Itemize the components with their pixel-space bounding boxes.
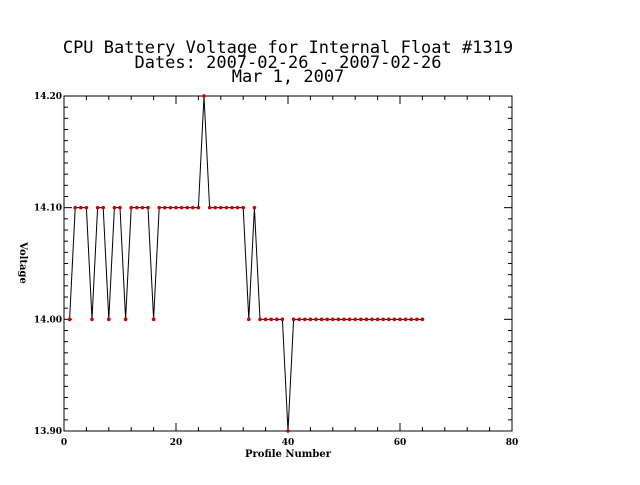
data-point bbox=[84, 205, 89, 210]
data-point bbox=[409, 317, 414, 322]
data-point bbox=[275, 317, 279, 322]
data-point bbox=[67, 317, 72, 322]
y-tick-label: 14.10 bbox=[34, 204, 62, 214]
data-point bbox=[179, 205, 184, 210]
chart-title-line-2: Dates: 2007-02-26 - 2007-02-26 bbox=[134, 53, 441, 73]
axes: 0 20 40 60 80 13.90 14.00 14.10 14.20 bbox=[34, 92, 518, 448]
data-point bbox=[403, 317, 408, 322]
data-point bbox=[235, 205, 240, 210]
data-point bbox=[280, 317, 285, 322]
series-line bbox=[69, 95, 423, 432]
data-point bbox=[314, 317, 318, 322]
data-point bbox=[359, 317, 363, 322]
data-point bbox=[90, 317, 94, 322]
data-point bbox=[325, 317, 330, 322]
data-point bbox=[129, 205, 133, 210]
data-point bbox=[319, 317, 324, 322]
chart-title-line-1: CPU Battery Voltage for Internal Float #… bbox=[63, 38, 513, 58]
data-point bbox=[207, 205, 212, 210]
x-tick-label: 60 bbox=[394, 438, 407, 448]
data-point bbox=[196, 205, 201, 210]
data-point bbox=[95, 205, 100, 210]
data-point bbox=[420, 317, 425, 322]
y-tick-label: 14.00 bbox=[34, 315, 62, 325]
plot-frame bbox=[63, 95, 513, 432]
data-point bbox=[347, 317, 352, 322]
data-point bbox=[331, 317, 335, 322]
data-point bbox=[163, 205, 167, 210]
data-point bbox=[364, 317, 369, 322]
data-point bbox=[168, 205, 173, 210]
data-point bbox=[185, 205, 189, 210]
data-point bbox=[415, 317, 419, 322]
data-point bbox=[123, 317, 128, 322]
data-point bbox=[387, 317, 391, 322]
data-point bbox=[342, 317, 346, 322]
data-point bbox=[191, 205, 195, 210]
x-tick-label: 40 bbox=[282, 438, 295, 448]
data-point bbox=[286, 429, 290, 433]
y-tick-label: 14.20 bbox=[34, 92, 62, 102]
y-axis-label: Voltage bbox=[17, 241, 28, 284]
data-point bbox=[241, 205, 245, 210]
data-point bbox=[269, 317, 274, 322]
data-point bbox=[151, 317, 156, 322]
data-point bbox=[398, 317, 402, 322]
data-point bbox=[118, 205, 122, 210]
data-point bbox=[381, 317, 386, 322]
data-point bbox=[73, 205, 77, 210]
data-point bbox=[101, 205, 105, 210]
data-point bbox=[79, 205, 83, 210]
data-point bbox=[263, 317, 268, 322]
data-point bbox=[297, 317, 302, 322]
data-point bbox=[247, 317, 251, 322]
data-point bbox=[146, 205, 150, 210]
data-point bbox=[375, 317, 380, 322]
data-point bbox=[135, 205, 139, 210]
data-point bbox=[202, 94, 206, 98]
data-point bbox=[219, 205, 223, 210]
x-tick-label: 20 bbox=[170, 438, 183, 448]
data-point bbox=[336, 317, 341, 322]
data-point bbox=[252, 205, 257, 210]
x-tick-label: 80 bbox=[506, 438, 519, 448]
data-point bbox=[230, 205, 234, 210]
series-layer bbox=[67, 94, 425, 433]
data-point bbox=[140, 205, 145, 210]
y-tick-label: 13.90 bbox=[34, 427, 62, 437]
x-tick-label: 0 bbox=[61, 438, 67, 448]
data-point bbox=[213, 205, 217, 210]
data-point bbox=[107, 317, 111, 322]
data-point bbox=[174, 205, 178, 210]
x-axis-label: Profile Number bbox=[245, 449, 332, 460]
chart-title-line-3: Mar 1, 2007 bbox=[232, 67, 345, 87]
data-point bbox=[157, 205, 161, 210]
data-point bbox=[303, 317, 307, 322]
data-point bbox=[392, 317, 397, 322]
data-point bbox=[224, 205, 229, 210]
data-point bbox=[112, 205, 117, 210]
data-point bbox=[258, 317, 262, 322]
data-point bbox=[308, 317, 313, 322]
data-point bbox=[370, 317, 374, 322]
data-point bbox=[291, 317, 296, 322]
data-point bbox=[353, 317, 358, 322]
